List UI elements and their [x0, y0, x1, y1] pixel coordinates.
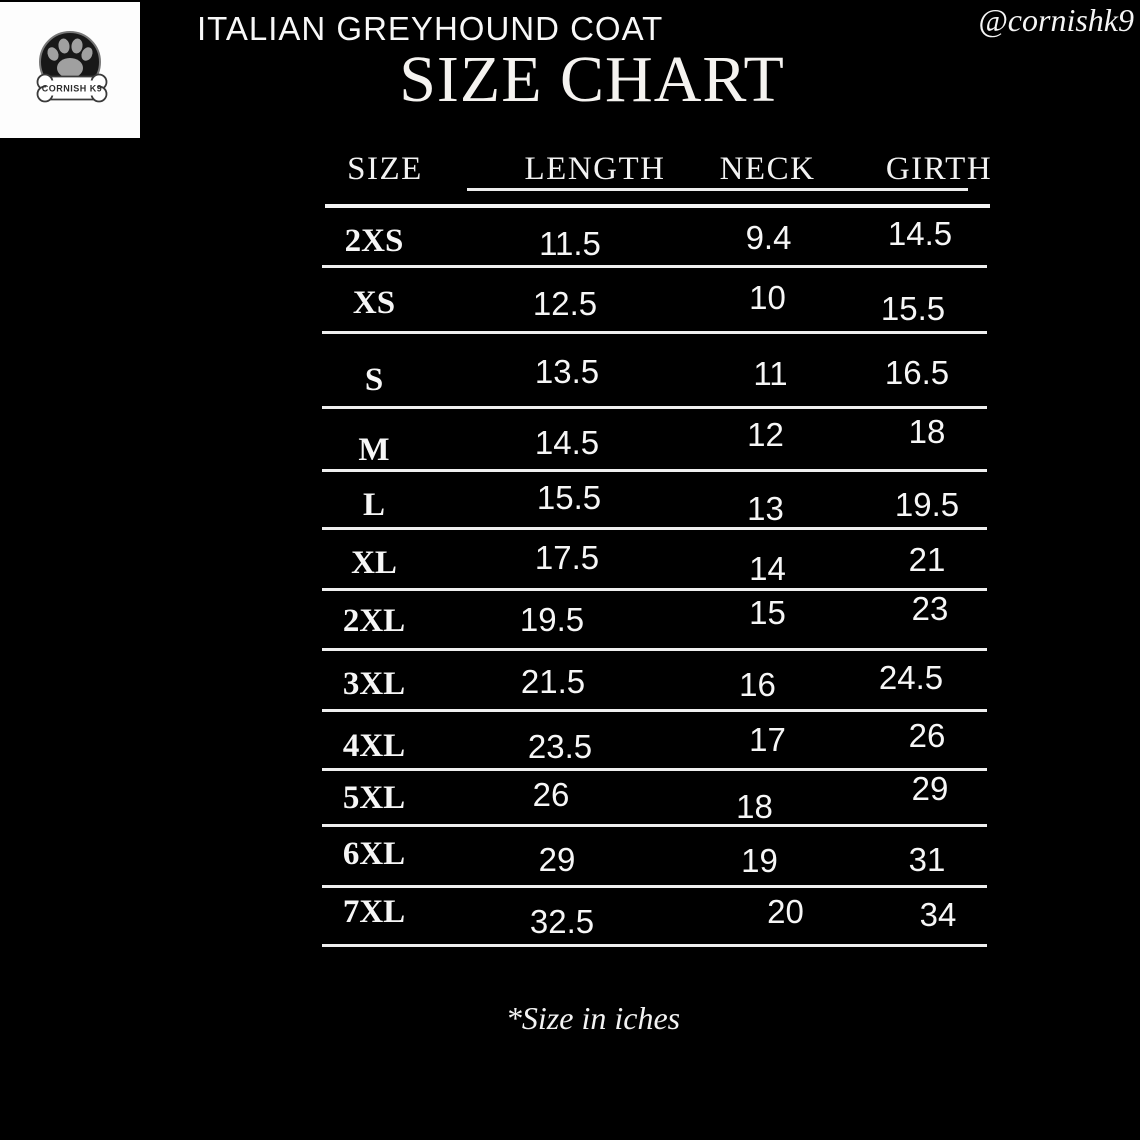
neck-cell: 17 [749, 721, 786, 758]
table-row: 7XL 32.5 20 34 [322, 888, 987, 947]
size-cell: M [358, 431, 390, 468]
table-header-row: SIZE LENGTH NECK GIRTH [325, 148, 991, 190]
girth-cell: 15.5 [880, 289, 946, 327]
neck-cell: 14 [749, 550, 786, 587]
column-header-girth: GIRTH [885, 150, 993, 187]
size-cell: L [362, 487, 385, 523]
size-cell: 4XL [342, 727, 406, 764]
product-title: ITALIAN GREYHOUND COAT [197, 10, 664, 47]
length-cell: 15.5 [536, 478, 602, 516]
size-cell: 6XL [342, 835, 406, 872]
page-title: SIZE CHART [399, 43, 785, 116]
header-separator-upper-line [467, 188, 968, 191]
size-cell: 5XL [342, 780, 406, 816]
girth-cell: 26 [908, 717, 946, 754]
neck-cell: 20 [767, 893, 804, 930]
neck-cell: 18 [736, 787, 773, 825]
length-cell: 17.5 [534, 539, 600, 576]
neck-cell: 11 [753, 355, 788, 392]
size-cell: XS [352, 285, 396, 321]
table-row: S 13.5 11 16.5 [322, 334, 987, 409]
table-row: XL 17.5 14 21 [322, 530, 987, 591]
size-cell: 2XL [342, 603, 406, 639]
neck-cell: 12 [747, 416, 784, 453]
brand-logo: CORNISH K9 [0, 2, 140, 138]
size-cell: 3XL [342, 665, 406, 702]
neck-cell: 10 [749, 278, 786, 316]
length-cell: 19.5 [519, 600, 585, 638]
length-cell: 14.5 [534, 424, 600, 461]
size-cell: S [364, 361, 384, 398]
table-row: 3XL 21.5 16 24.5 [322, 651, 987, 712]
girth-cell: 14.5 [887, 215, 953, 252]
column-header-neck: NECK [719, 150, 816, 187]
table-row: 4XL 23.5 17 26 [322, 712, 987, 771]
bone-icon [36, 73, 108, 103]
size-cell: XL [351, 544, 397, 581]
neck-cell: 19 [741, 842, 778, 879]
neck-cell: 16 [739, 666, 776, 703]
cornish-k9-logo-icon: CORNISH K9 [0, 2, 140, 138]
girth-cell: 34 [919, 896, 957, 933]
table-row: M 14.5 12 18 [322, 409, 987, 472]
column-header-length: LENGTH [524, 150, 666, 187]
length-cell: 23.5 [527, 728, 593, 765]
table-row: 5XL 26 18 29 [322, 770, 987, 827]
header-separator-line [325, 204, 990, 208]
neck-cell: 13 [747, 489, 784, 527]
neck-cell: 9.4 [745, 219, 792, 256]
table-row: L 15.5 13 19.5 [322, 472, 987, 530]
table-row: XS 12.5 10 15.5 [322, 268, 987, 334]
girth-cell: 31 [908, 841, 946, 878]
logo-brand-text: CORNISH K9 [42, 84, 103, 94]
girth-cell: 18 [908, 413, 946, 450]
neck-cell: 15 [749, 593, 786, 631]
length-cell: 12.5 [532, 284, 598, 322]
girth-cell: 23 [911, 589, 949, 627]
unit-footnote: *Size in iches [505, 1000, 681, 1036]
length-cell: 13.5 [534, 353, 600, 390]
length-cell: 11.5 [539, 225, 601, 262]
length-cell: 26 [532, 775, 570, 813]
length-cell: 29 [538, 841, 576, 878]
size-cell: 2XS [344, 222, 404, 259]
table-row: 6XL 29 19 31 [322, 827, 987, 888]
girth-cell: 16.5 [884, 354, 950, 391]
girth-cell: 29 [911, 769, 949, 807]
social-handle: @cornishk9 [978, 2, 1134, 38]
length-cell: 21.5 [520, 663, 586, 700]
size-cell: 7XL [342, 893, 406, 930]
table-row: 2XL 19.5 15 23 [322, 590, 987, 651]
paw-print-icon [47, 38, 93, 78]
girth-cell: 19.5 [894, 485, 960, 523]
girth-cell: 24.5 [878, 659, 944, 696]
length-cell: 32.5 [529, 903, 595, 940]
size-table: 2XS 11.5 9.4 14.5 XS 12.5 10 15.5 S 13.5… [322, 209, 987, 947]
column-header-size: SIZE [347, 150, 423, 187]
girth-cell: 21 [908, 541, 946, 578]
table-row: 2XS 11.5 9.4 14.5 [322, 209, 987, 268]
